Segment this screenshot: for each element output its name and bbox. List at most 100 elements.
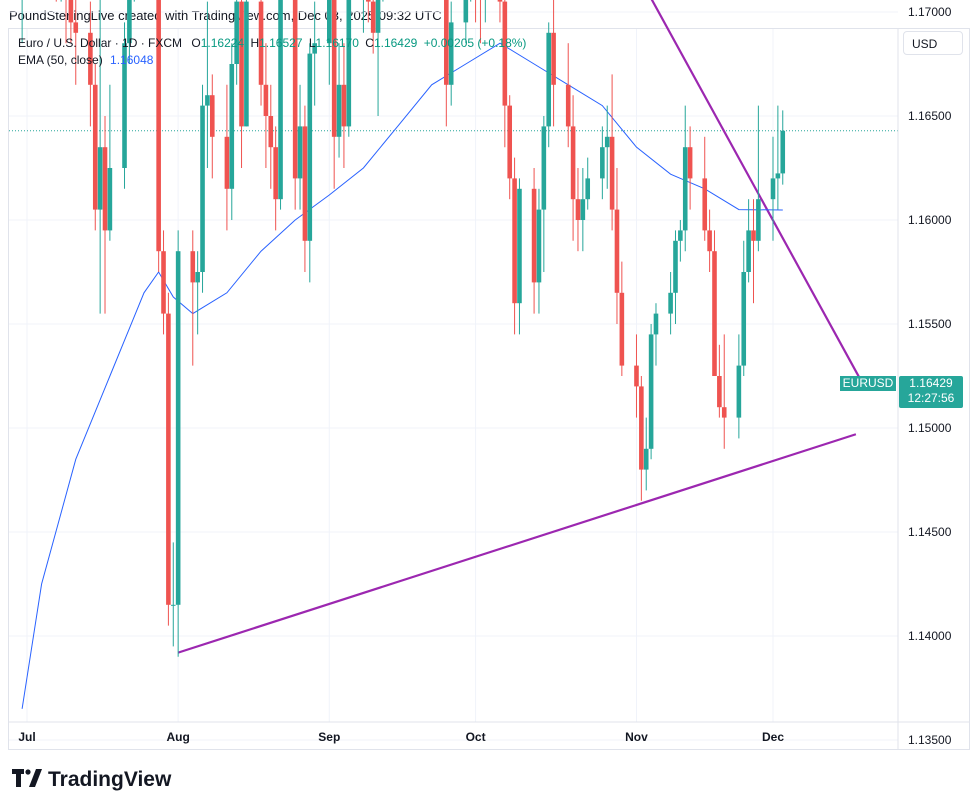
candle-body <box>770 178 776 200</box>
candle-body <box>122 43 127 169</box>
candle-body <box>190 251 196 283</box>
y-tick-label: 1.15500 <box>908 317 952 331</box>
candle-body <box>565 84 571 127</box>
candle <box>60 0 62 2</box>
candle <box>195 251 200 335</box>
candle-body <box>756 199 761 241</box>
candle-body <box>600 147 605 179</box>
legend-low-label: L <box>308 36 316 50</box>
candle-body <box>170 604 176 606</box>
candle-body <box>541 126 547 210</box>
candle-body <box>166 313 171 605</box>
candle <box>475 0 477 23</box>
candle-body <box>668 292 673 314</box>
candle-body <box>341 84 347 127</box>
candle <box>448 1 454 106</box>
candle <box>382 0 384 2</box>
candle <box>224 84 230 231</box>
candle-body <box>375 0 381 33</box>
trendline-lower[interactable] <box>177 433 857 654</box>
candle <box>507 95 513 200</box>
candle-body <box>736 365 742 418</box>
candle-body <box>497 0 503 2</box>
candle <box>770 136 776 241</box>
candle <box>102 116 108 314</box>
candle <box>170 542 176 647</box>
candle-body <box>444 0 449 85</box>
candle-body <box>224 136 230 189</box>
candle-body <box>366 0 371 2</box>
candle <box>327 0 332 85</box>
y-tick-label: 1.14000 <box>908 629 952 643</box>
candle <box>312 1 317 106</box>
candle-body <box>234 1 239 65</box>
candle <box>648 324 654 460</box>
candle <box>273 126 278 231</box>
candle-body <box>707 230 712 252</box>
candle-body <box>619 292 625 366</box>
candle <box>634 334 639 418</box>
legend-ema[interactable]: EMA (50, close) 1.16048 <box>18 53 153 67</box>
candle <box>707 209 712 272</box>
y-tick-label: 1.13500 <box>908 733 952 747</box>
candle <box>721 334 727 449</box>
chart-frame[interactable] <box>8 28 970 750</box>
candle <box>205 1 210 168</box>
candle-body <box>682 147 688 231</box>
candle <box>604 105 610 189</box>
candle-body <box>195 272 200 283</box>
candle <box>21 0 23 44</box>
candle <box>741 240 747 376</box>
candle-body <box>175 251 181 605</box>
candle <box>775 105 781 210</box>
candle-body <box>575 199 581 220</box>
candle <box>575 168 581 252</box>
candle <box>92 64 98 231</box>
candle <box>127 0 132 64</box>
ema-layer <box>21 42 783 709</box>
currency-button[interactable]: USD <box>903 31 963 55</box>
candle-body <box>209 95 215 137</box>
candle <box>746 199 751 283</box>
candle-body <box>570 126 576 200</box>
candle <box>484 0 486 23</box>
candle-body <box>673 240 678 293</box>
candle-body <box>717 376 722 408</box>
legend-open-value: 1.16224 <box>200 36 245 50</box>
y-tick-label: 1.16500 <box>908 109 952 123</box>
candle <box>463 0 469 44</box>
candle <box>470 0 472 2</box>
candle <box>687 126 693 210</box>
candle <box>234 0 239 85</box>
candle-body <box>712 251 717 376</box>
candle-body <box>585 178 591 200</box>
candle-body <box>200 105 205 272</box>
candle <box>268 84 274 189</box>
tradingview-logo[interactable]: TradingView <box>12 768 171 792</box>
axes: 1.13500 1.14000 1.14500 1.15000 1.15500 1.160… <box>9 5 969 749</box>
trendline-upper[interactable] <box>407 0 862 381</box>
candle-body <box>502 1 508 106</box>
candle-body <box>258 1 264 85</box>
candle <box>341 43 347 168</box>
candle <box>653 303 659 366</box>
candle <box>258 0 264 106</box>
candle <box>717 344 722 418</box>
candle-body <box>687 147 693 179</box>
candle-body <box>751 230 756 241</box>
candle <box>497 0 503 23</box>
candle <box>751 199 756 304</box>
candle <box>297 84 303 210</box>
candle-body <box>746 230 751 272</box>
brand-name: TradingView <box>48 768 172 791</box>
candle <box>97 0 103 314</box>
candle-body <box>702 178 708 231</box>
legend-ohlc[interactable]: Euro / U.S. Dollar · 1D · FXCM O1.16224 … <box>18 36 526 50</box>
candle-body <box>297 126 303 179</box>
candle <box>541 116 547 272</box>
candle-body <box>721 407 727 418</box>
candle <box>244 0 249 127</box>
y-tick-label: 1.14500 <box>908 525 952 539</box>
candle-body <box>229 64 235 189</box>
